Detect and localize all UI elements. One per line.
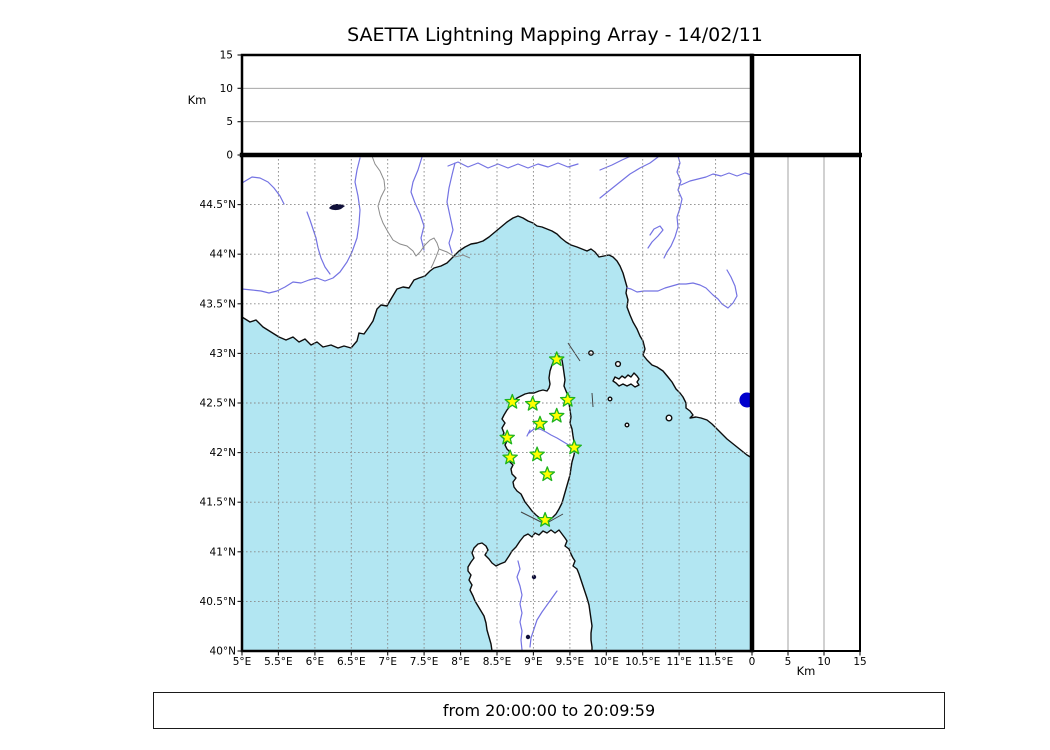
station-star-marker: [504, 393, 521, 409]
lat-tick-label: 41°N: [210, 546, 236, 558]
lon-tick-label: 8.5°E: [483, 656, 512, 668]
lat-tick-label: 42.5°N: [200, 398, 236, 410]
lon-tick-label: 9°E: [524, 656, 543, 668]
figure-title: SAETTA Lightning Mapping Array - 14/02/1…: [347, 24, 763, 46]
station-star-marker: [539, 466, 556, 482]
right-panel-gridlines: [787, 155, 825, 651]
lat-tick-label: 40.5°N: [200, 596, 236, 608]
sardinia-island: [467, 529, 593, 651]
small-islands: [588, 350, 673, 428]
lat-tick-label: 40°N: [210, 646, 236, 658]
lat-tick-label: 43°N: [210, 348, 236, 360]
altitude-tick-label: 5: [226, 116, 233, 128]
station-star-marker: [524, 395, 541, 411]
lake-bolsena-marker: [739, 392, 752, 408]
lat-tick-label: 44.5°N: [200, 199, 236, 211]
elba-island: [612, 372, 640, 388]
alpine-lake: [329, 203, 345, 211]
station-star-marker: [548, 351, 565, 367]
lakes: [329, 203, 537, 640]
small-island: [665, 414, 673, 422]
corner-panel: [752, 55, 860, 155]
lon-tick-label: 9.5°E: [556, 656, 585, 668]
lon-tick-label: 7.5°E: [410, 656, 439, 668]
right-km-tick-label: 5: [785, 656, 792, 668]
lat-tick-label: 43.5°N: [200, 298, 236, 310]
lat-tick-label: 44°N: [210, 249, 236, 261]
corsica-island: [501, 355, 576, 523]
small-island: [607, 396, 613, 402]
right-panel: [752, 155, 860, 651]
station-star-marker: [537, 511, 553, 527]
lon-tick-label: 6.5°E: [337, 656, 366, 668]
station-star-marker: [529, 446, 545, 462]
altitude-panel-gridlines: [242, 87, 752, 123]
lon-tick-label: 5°E: [233, 656, 252, 668]
right-km-tick-label: 10: [817, 656, 830, 668]
altitude-tick-label: 15: [220, 50, 233, 62]
station-star-marker: [499, 429, 515, 445]
altitude-tick-label: 10: [220, 83, 233, 95]
station-star-marker: [566, 439, 582, 455]
lon-tick-label: 7°E: [378, 656, 397, 668]
axis-tick-labels: 5°E 5.5°E 6°E 6.5°E 7°E 7.5°E 8°E 8.5°E 9°E 9.5°E…: [200, 50, 867, 669]
station-star-marker: [559, 391, 576, 407]
right-axis-label: Km: [797, 664, 816, 678]
map-panel: [242, 155, 752, 651]
lon-tick-label: 5.5°E: [264, 656, 293, 668]
lon-tick-label: 8°E: [451, 656, 470, 668]
sardinia-lake: [531, 574, 537, 580]
small-island: [624, 422, 630, 428]
lat-tick-label: 42°N: [210, 447, 236, 459]
altitude-axis-label: Km: [188, 93, 207, 107]
station-star-marker: [502, 449, 518, 465]
lon-tick-label: 10.5°E: [625, 656, 660, 668]
sardinia-lake: [525, 634, 531, 640]
mainland-coastline: [242, 155, 752, 459]
altitude-tick-label: 0: [226, 150, 233, 162]
right-km-tick-label: 0: [749, 656, 756, 668]
lon-tick-label: 10°E: [594, 656, 619, 668]
altitude-panel: [242, 55, 752, 155]
right-km-tick-label: 15: [853, 656, 866, 668]
country-borders: [371, 155, 471, 269]
station-star-marker: [532, 415, 548, 431]
lon-tick-label: 6°E: [306, 656, 325, 668]
station-markers: [499, 351, 582, 527]
lat-tick-label: 41.5°N: [200, 497, 236, 509]
lon-tick-label: 11.5°E: [698, 656, 733, 668]
axis-ticks: [237, 54, 861, 656]
time-range-text: from 20:00:00 to 20:09:59: [442, 701, 656, 720]
time-range-box: from 20:00:00 to 20:09:59: [153, 692, 945, 729]
small-island: [614, 360, 622, 368]
lon-tick-label: 11°E: [666, 656, 691, 668]
station-star-marker: [548, 407, 565, 423]
